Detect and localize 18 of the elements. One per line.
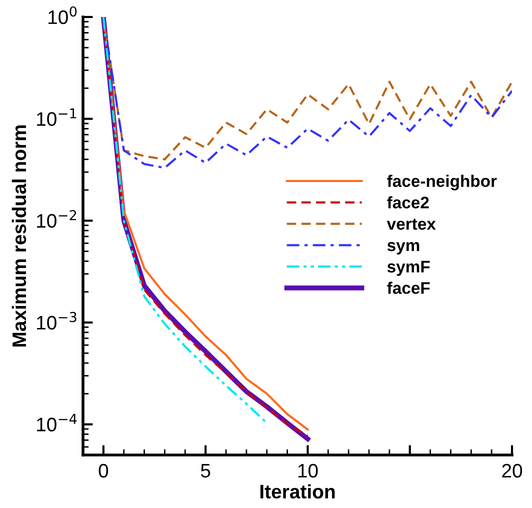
x-tick-label: 5 (200, 464, 210, 478)
x-tick-label: 10 (298, 464, 318, 478)
y-tick-label: 10$^{−4}$ (37, 414, 77, 432)
legend-label: face-neighbor (387, 174, 497, 190)
y-tick-label: 10$^{0}$ (48, 6, 77, 24)
x-tick-label: 0 (98, 464, 108, 478)
legend-label: symF (387, 260, 430, 276)
x-axis-title: Iteration (260, 484, 335, 499)
y-tick-label: 10$^{−1}$ (37, 108, 76, 126)
y-tick-label: 10$^{−2}$ (37, 210, 76, 228)
legend-label: faceF (387, 282, 430, 294)
line-series (102, 17, 268, 424)
y-axis-title: Maximum residual norm (12, 125, 26, 347)
legend-label: sym (387, 242, 420, 254)
legend-label: vertex (386, 218, 436, 230)
x-tick-label: 20 (502, 464, 522, 478)
legend-label: face2 (387, 196, 429, 208)
y-tick-label: 10$^{−3}$ (37, 312, 76, 330)
